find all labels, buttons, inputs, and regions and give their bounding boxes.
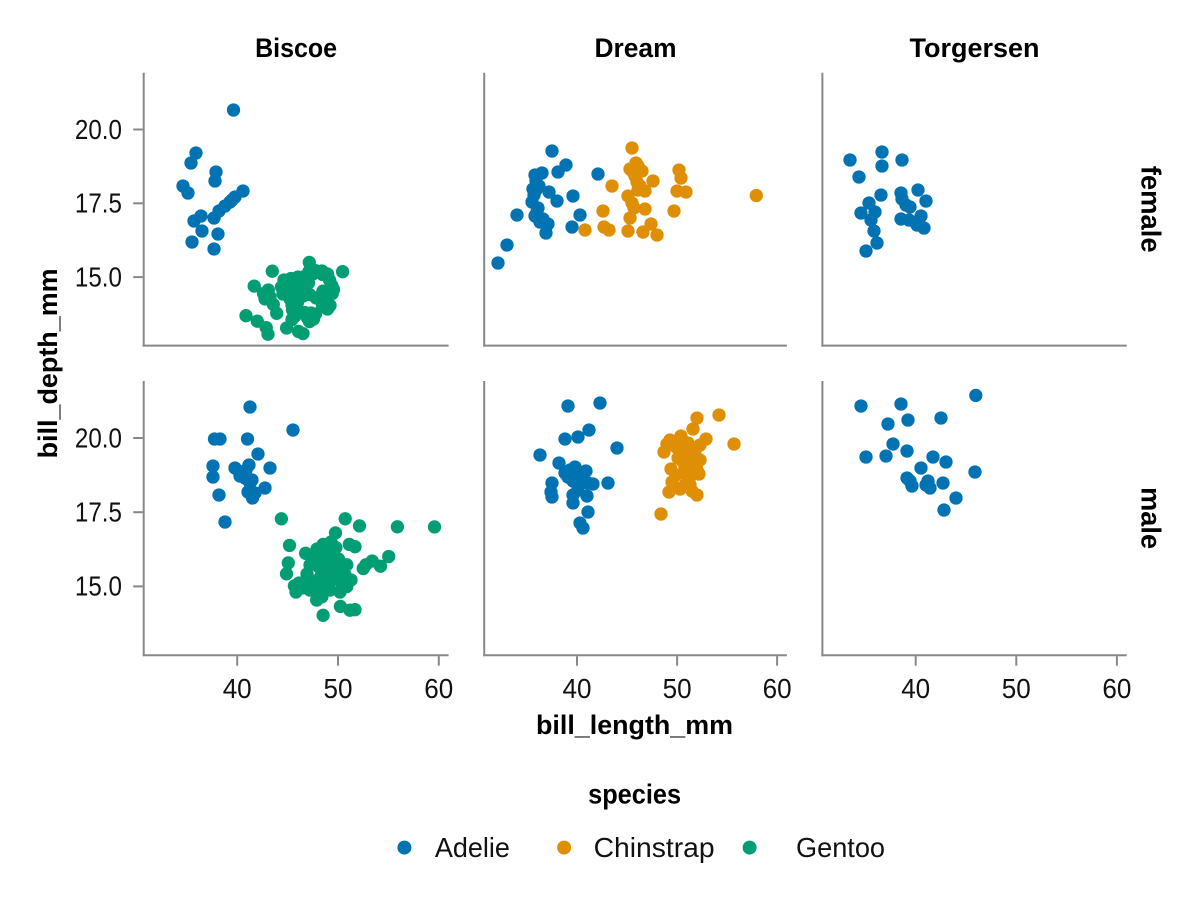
svg-text:20.0: 20.0 [75,114,122,145]
svg-text:species: species [588,779,681,810]
svg-text:male: male [1136,487,1167,549]
svg-text:Biscoe: Biscoe [255,33,337,63]
svg-text:40: 40 [223,673,252,704]
svg-text:Dream: Dream [595,33,677,63]
svg-text:15.0: 15.0 [75,571,122,602]
svg-text:40: 40 [901,673,930,704]
svg-text:50: 50 [1002,673,1031,704]
svg-text:60: 60 [424,673,453,704]
svg-text:60: 60 [763,673,792,704]
svg-text:50: 50 [663,673,692,704]
svg-text:bill_length_mm: bill_length_mm [536,710,733,740]
svg-text:Adelie: Adelie [435,832,510,863]
svg-text:17.5: 17.5 [75,188,122,219]
svg-text:40: 40 [563,673,592,704]
svg-text:Gentoo: Gentoo [796,832,885,863]
svg-text:bill_depth_mm: bill_depth_mm [33,268,63,458]
svg-text:20.0: 20.0 [75,422,122,453]
svg-text:Chinstrap: Chinstrap [594,832,715,863]
svg-text:50: 50 [324,673,353,704]
svg-text:17.5: 17.5 [75,497,122,528]
svg-text:female: female [1136,166,1167,253]
svg-text:Torgersen: Torgersen [910,33,1040,63]
svg-text:60: 60 [1102,673,1131,704]
svg-text:15.0: 15.0 [75,262,122,293]
